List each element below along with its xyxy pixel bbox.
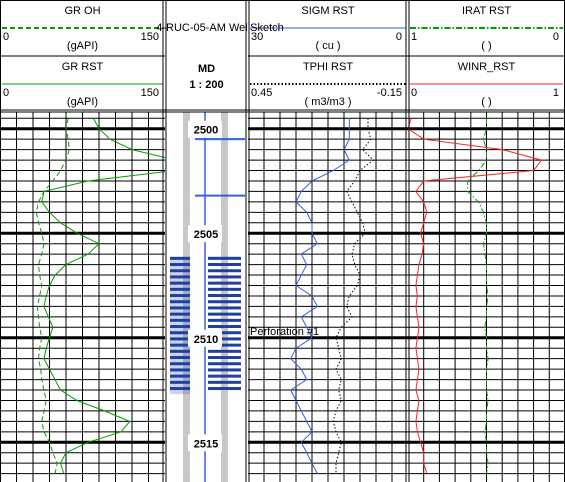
perforation-shot (170, 387, 190, 390)
curve-title: GR RST (62, 61, 104, 73)
perforation-shot (170, 275, 190, 278)
perforation-shot (208, 257, 241, 260)
perforation-shot (170, 362, 190, 365)
curve-title: GR OH (64, 5, 100, 17)
curve-unit: ( ) (481, 40, 491, 52)
curve-unit: (gAPI) (67, 96, 98, 108)
depth-label: 2515 (194, 438, 218, 450)
perforation-shot (170, 288, 190, 291)
perforation-shot (208, 368, 241, 371)
perforation-shot (208, 288, 241, 291)
depth-label: 2510 (194, 334, 218, 346)
scale-right: -0.15 (377, 87, 402, 99)
perforation-shot (170, 306, 190, 309)
depth-label: 2500 (194, 125, 218, 137)
perforation-shot (170, 294, 190, 297)
perforation-shot (208, 375, 241, 378)
perforation-shot (170, 381, 190, 384)
perforation-shot (208, 263, 241, 266)
perforation-shot (170, 344, 190, 347)
curve-title: WINR_RST (458, 61, 516, 73)
perforation-shot (170, 337, 190, 340)
header-note: 4-RUC-05-AM WellSketch (156, 22, 284, 34)
perforation-shot (170, 350, 190, 353)
curve-title: TPHI RST (303, 61, 353, 73)
perforation-shot (208, 325, 241, 328)
scale-left: 0.45 (251, 87, 272, 99)
perforation-shot (170, 325, 190, 328)
depth-scale: 1 : 200 (189, 79, 223, 91)
scale-left: 0 (411, 87, 417, 99)
scale-right: 150 (141, 87, 159, 99)
perforation-shot (170, 263, 190, 266)
perforation-shot (170, 257, 190, 260)
curve-title: IRAT RST (462, 5, 511, 17)
scale-right: 1 (553, 87, 559, 99)
depth-label: 2505 (194, 229, 218, 241)
curve-unit: ( cu ) (315, 40, 340, 52)
curve-unit: ( ) (481, 96, 491, 108)
perforation-shot (170, 282, 190, 285)
perforation-shot (170, 269, 190, 272)
perforation-shot (208, 294, 241, 297)
perforation-shot (208, 350, 241, 353)
perforation-shot (208, 319, 241, 322)
depth-title: MD (198, 63, 215, 75)
perforation-shot (208, 300, 241, 303)
scale-right: 0 (396, 31, 402, 43)
perforation-shot (170, 331, 190, 334)
scale-left: 0 (3, 31, 9, 43)
perforation-shot (208, 269, 241, 272)
perforation-shot (208, 356, 241, 359)
perforation-shot (170, 300, 190, 303)
perforation-shot (170, 368, 190, 371)
curve-title: SIGM RST (301, 5, 354, 17)
curve-unit: (gAPI) (67, 40, 98, 52)
perforation-shot (208, 306, 241, 309)
well-log: Perforation #12500250525102515GR OH0150(… (0, 0, 565, 482)
curve-unit: ( m3/m3 ) (304, 96, 351, 108)
perforation-shot (170, 319, 190, 322)
perforation-shot (170, 375, 190, 378)
perforation-shot (208, 282, 241, 285)
perforation-shot (208, 362, 241, 365)
perforation-shot (170, 356, 190, 359)
perforation-shot (208, 275, 241, 278)
perforation-shot (208, 387, 241, 390)
scale-left: 1 (411, 31, 417, 43)
scale-left: 0 (3, 87, 9, 99)
perforation-shot (170, 313, 190, 316)
scale-right: 0 (553, 31, 559, 43)
perforation-shot (208, 313, 241, 316)
perforation-shot (208, 381, 241, 384)
